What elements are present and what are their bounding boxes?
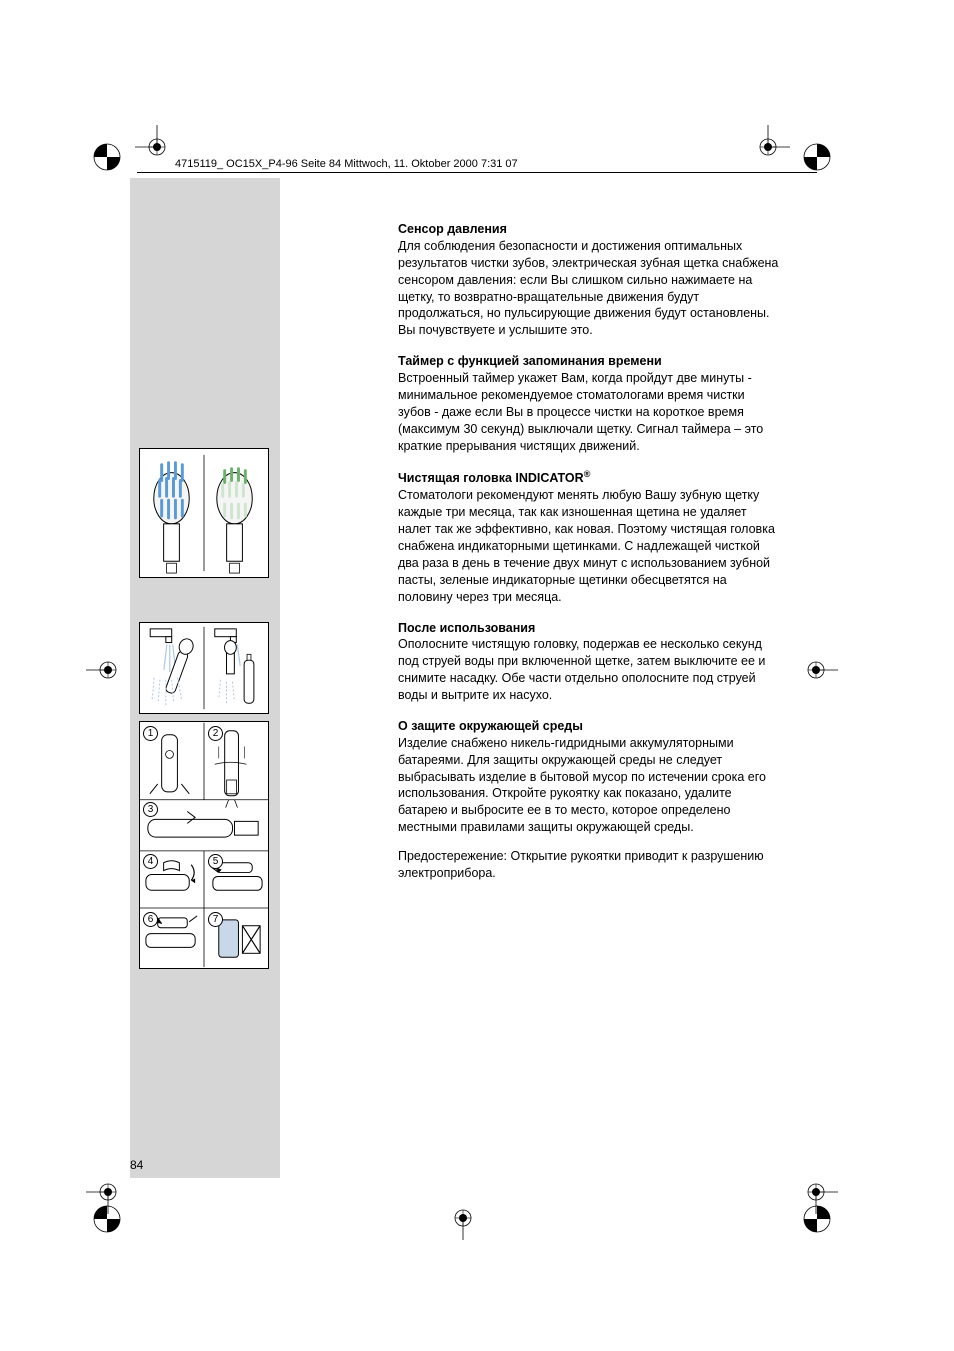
section-body-timer: Встроенный таймер укажет Вам, когда прой…	[398, 370, 780, 454]
section-body-environment-warning: Предостережение: Открытие рукоятки приво…	[398, 848, 780, 882]
illus-step-4: 4	[143, 854, 158, 869]
reg-mark-top-left	[92, 142, 122, 172]
illus-step-1: 1	[143, 726, 158, 741]
section-title-afteruse: После использования	[398, 620, 780, 637]
crop-mark-tl	[135, 125, 179, 169]
section-title-pressure: Сенсор давления	[398, 221, 780, 238]
illus-disassembly	[139, 721, 269, 969]
illus-brushheads	[139, 448, 269, 578]
section-title-timer: Таймер с функцией запоминания времени	[398, 353, 780, 370]
reg-mark-bottom-left	[92, 1204, 122, 1234]
reg-mark-bottom-right	[802, 1204, 832, 1234]
crop-mark-tr	[746, 125, 790, 169]
illus-step-7: 7	[208, 912, 223, 927]
section-body-indicator: Стоматологи рекомендуют менять любую Ваш…	[398, 487, 780, 605]
reg-mark-top-right	[802, 142, 832, 172]
section-body-pressure: Для соблюдения безопасности и достижения…	[398, 238, 780, 339]
crop-mark-right-mid	[794, 648, 838, 692]
section-title-indicator: Чистящая головка INDICATOR®	[398, 468, 780, 487]
crop-mark-left-mid	[86, 648, 130, 692]
illus-step-3: 3	[143, 802, 158, 817]
illus-step-5: 5	[208, 854, 223, 869]
illus-rinsing	[139, 622, 269, 714]
section-title-environment: О защите окружающей среды	[398, 718, 780, 735]
section-body-environment: Изделие снабжено никель-гидридными аккум…	[398, 735, 780, 836]
crop-mark-bottom-mid	[441, 1196, 485, 1240]
header-rule	[137, 172, 817, 173]
illus-step-6: 6	[143, 912, 158, 927]
text-column: Сенсор давления Для соблюдения безопасно…	[398, 221, 780, 882]
illus-step-2: 2	[208, 726, 223, 741]
section-body-afteruse: Ополосните чистящую головку, подержав ее…	[398, 636, 780, 704]
page-number: 84	[130, 1158, 143, 1172]
running-head: 4715119_ OC15X_P4-96 Seite 84 Mittwoch, …	[175, 158, 518, 170]
